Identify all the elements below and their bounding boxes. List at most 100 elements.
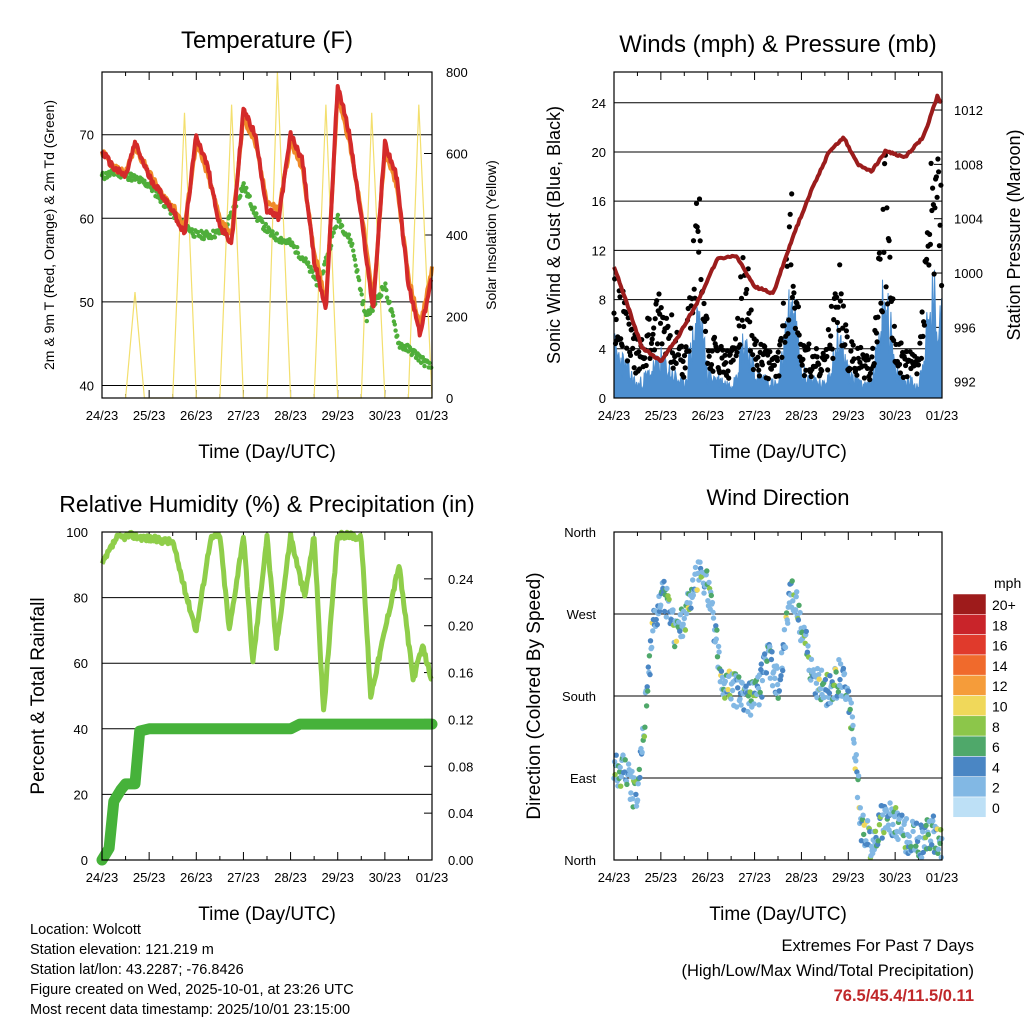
y-tick-label: 20 [74, 787, 88, 802]
direction-point [688, 605, 694, 611]
gust-point [647, 355, 653, 361]
gust-point [748, 307, 754, 313]
direction-point [758, 661, 764, 667]
gust-point [697, 238, 703, 244]
direction-point [683, 611, 690, 617]
x-tick-label: 26/23 [180, 870, 213, 885]
dewpoint-point [422, 363, 427, 369]
y2-tick-label: 992 [954, 375, 976, 390]
gust-point [708, 362, 715, 368]
direction-point [701, 590, 707, 596]
gust-point [844, 334, 850, 340]
gust-point [743, 290, 749, 296]
direction-point [692, 564, 699, 571]
y2-axis-label: Solar Insolation (Yellow) [483, 160, 499, 310]
dewpoint-point [350, 241, 355, 246]
gust-point [791, 290, 797, 296]
gust-point [776, 373, 782, 379]
y-tick-label: 80 [74, 591, 88, 606]
legend-swatch [952, 735, 987, 757]
legend-label: 20+ [992, 597, 1016, 613]
gust-point [865, 357, 871, 363]
direction-point [710, 615, 717, 621]
gust-point [778, 335, 784, 342]
direction-point [913, 843, 919, 849]
gust-point [877, 256, 883, 262]
extremes-subheading: (High/Low/Max Wind/Total Precipitation) [681, 962, 974, 980]
gust-point [619, 343, 625, 349]
gust-point [680, 358, 686, 364]
series-pressure [612, 93, 943, 364]
dewpoint-point [247, 193, 252, 199]
dewpoint-point [364, 318, 369, 324]
direction-point [816, 676, 822, 682]
gust-point [819, 368, 825, 374]
gust-point [747, 319, 753, 325]
gust-point [800, 356, 806, 362]
direction-point [618, 774, 624, 780]
dewpoint-point [355, 268, 360, 273]
direction-point [706, 579, 712, 586]
series-gust [611, 152, 945, 383]
gust-point [813, 346, 820, 352]
gust-point [928, 160, 934, 166]
x-tick-label: 01/23 [926, 870, 959, 885]
gust-point [704, 315, 710, 322]
gust-point [816, 361, 822, 367]
gust-point [736, 323, 742, 329]
gust-point [898, 340, 904, 346]
x-tick-label: 26/23 [180, 408, 213, 423]
gust-point [654, 298, 660, 304]
x-tick-label: 25/23 [133, 408, 166, 423]
y2-tick-label: 996 [954, 320, 976, 335]
legend-swatch [952, 614, 987, 635]
direction-point [857, 805, 863, 811]
gust-point [723, 360, 729, 366]
gust-point [711, 334, 718, 340]
direction-point [775, 695, 781, 701]
gust-point [834, 294, 840, 300]
direction-point [885, 822, 892, 828]
y-tick-label: South [562, 689, 596, 704]
dewpoint-point [390, 313, 396, 318]
direction-point [733, 704, 740, 710]
created-text: Figure created on Wed, 2025-10-01, at 23… [30, 982, 354, 998]
x-tick-label: 24/23 [86, 870, 119, 885]
gust-point [696, 249, 702, 255]
gust-point [919, 309, 925, 315]
direction-point [622, 757, 628, 763]
dewpoint-point [339, 223, 345, 228]
gust-point [827, 342, 833, 348]
gust-point [861, 375, 868, 381]
gust-point [694, 224, 700, 230]
panel-title: Wind Direction [706, 485, 849, 510]
direction-point [763, 670, 770, 676]
gust-point [825, 327, 832, 333]
panel-1: Temperature (F) Time (Day/UTC) 24/23 25/23 2… [41, 27, 499, 463]
gust-point [786, 224, 793, 230]
gust-point [788, 262, 794, 268]
gust-point [837, 262, 843, 268]
legend-title: mph [994, 575, 1021, 591]
gust-point [657, 320, 664, 326]
gust-point [840, 325, 846, 331]
gust-point [930, 185, 936, 191]
y-tick-label: 50 [80, 295, 94, 310]
x-tick-label: 27/23 [227, 408, 260, 423]
direction-point [661, 578, 667, 585]
recent-timestamp-text: Most recent data timestamp: 2025/10/01 2… [30, 1002, 351, 1018]
direction-point [769, 683, 776, 689]
legend-label: 12 [992, 678, 1008, 694]
gust-point [651, 347, 658, 353]
direction-point [767, 675, 773, 681]
direction-point [713, 636, 719, 642]
dewpoint-point [254, 211, 259, 216]
y-axis-label: Percent & Total Rainfall [28, 597, 49, 794]
y2-tick-label: 1008 [954, 157, 983, 172]
direction-point [797, 609, 803, 616]
y2-tick-label: 0.00 [448, 853, 473, 868]
gust-point [767, 349, 773, 355]
dewpoint-point [274, 231, 279, 236]
series-solar-insolation [125, 71, 433, 399]
